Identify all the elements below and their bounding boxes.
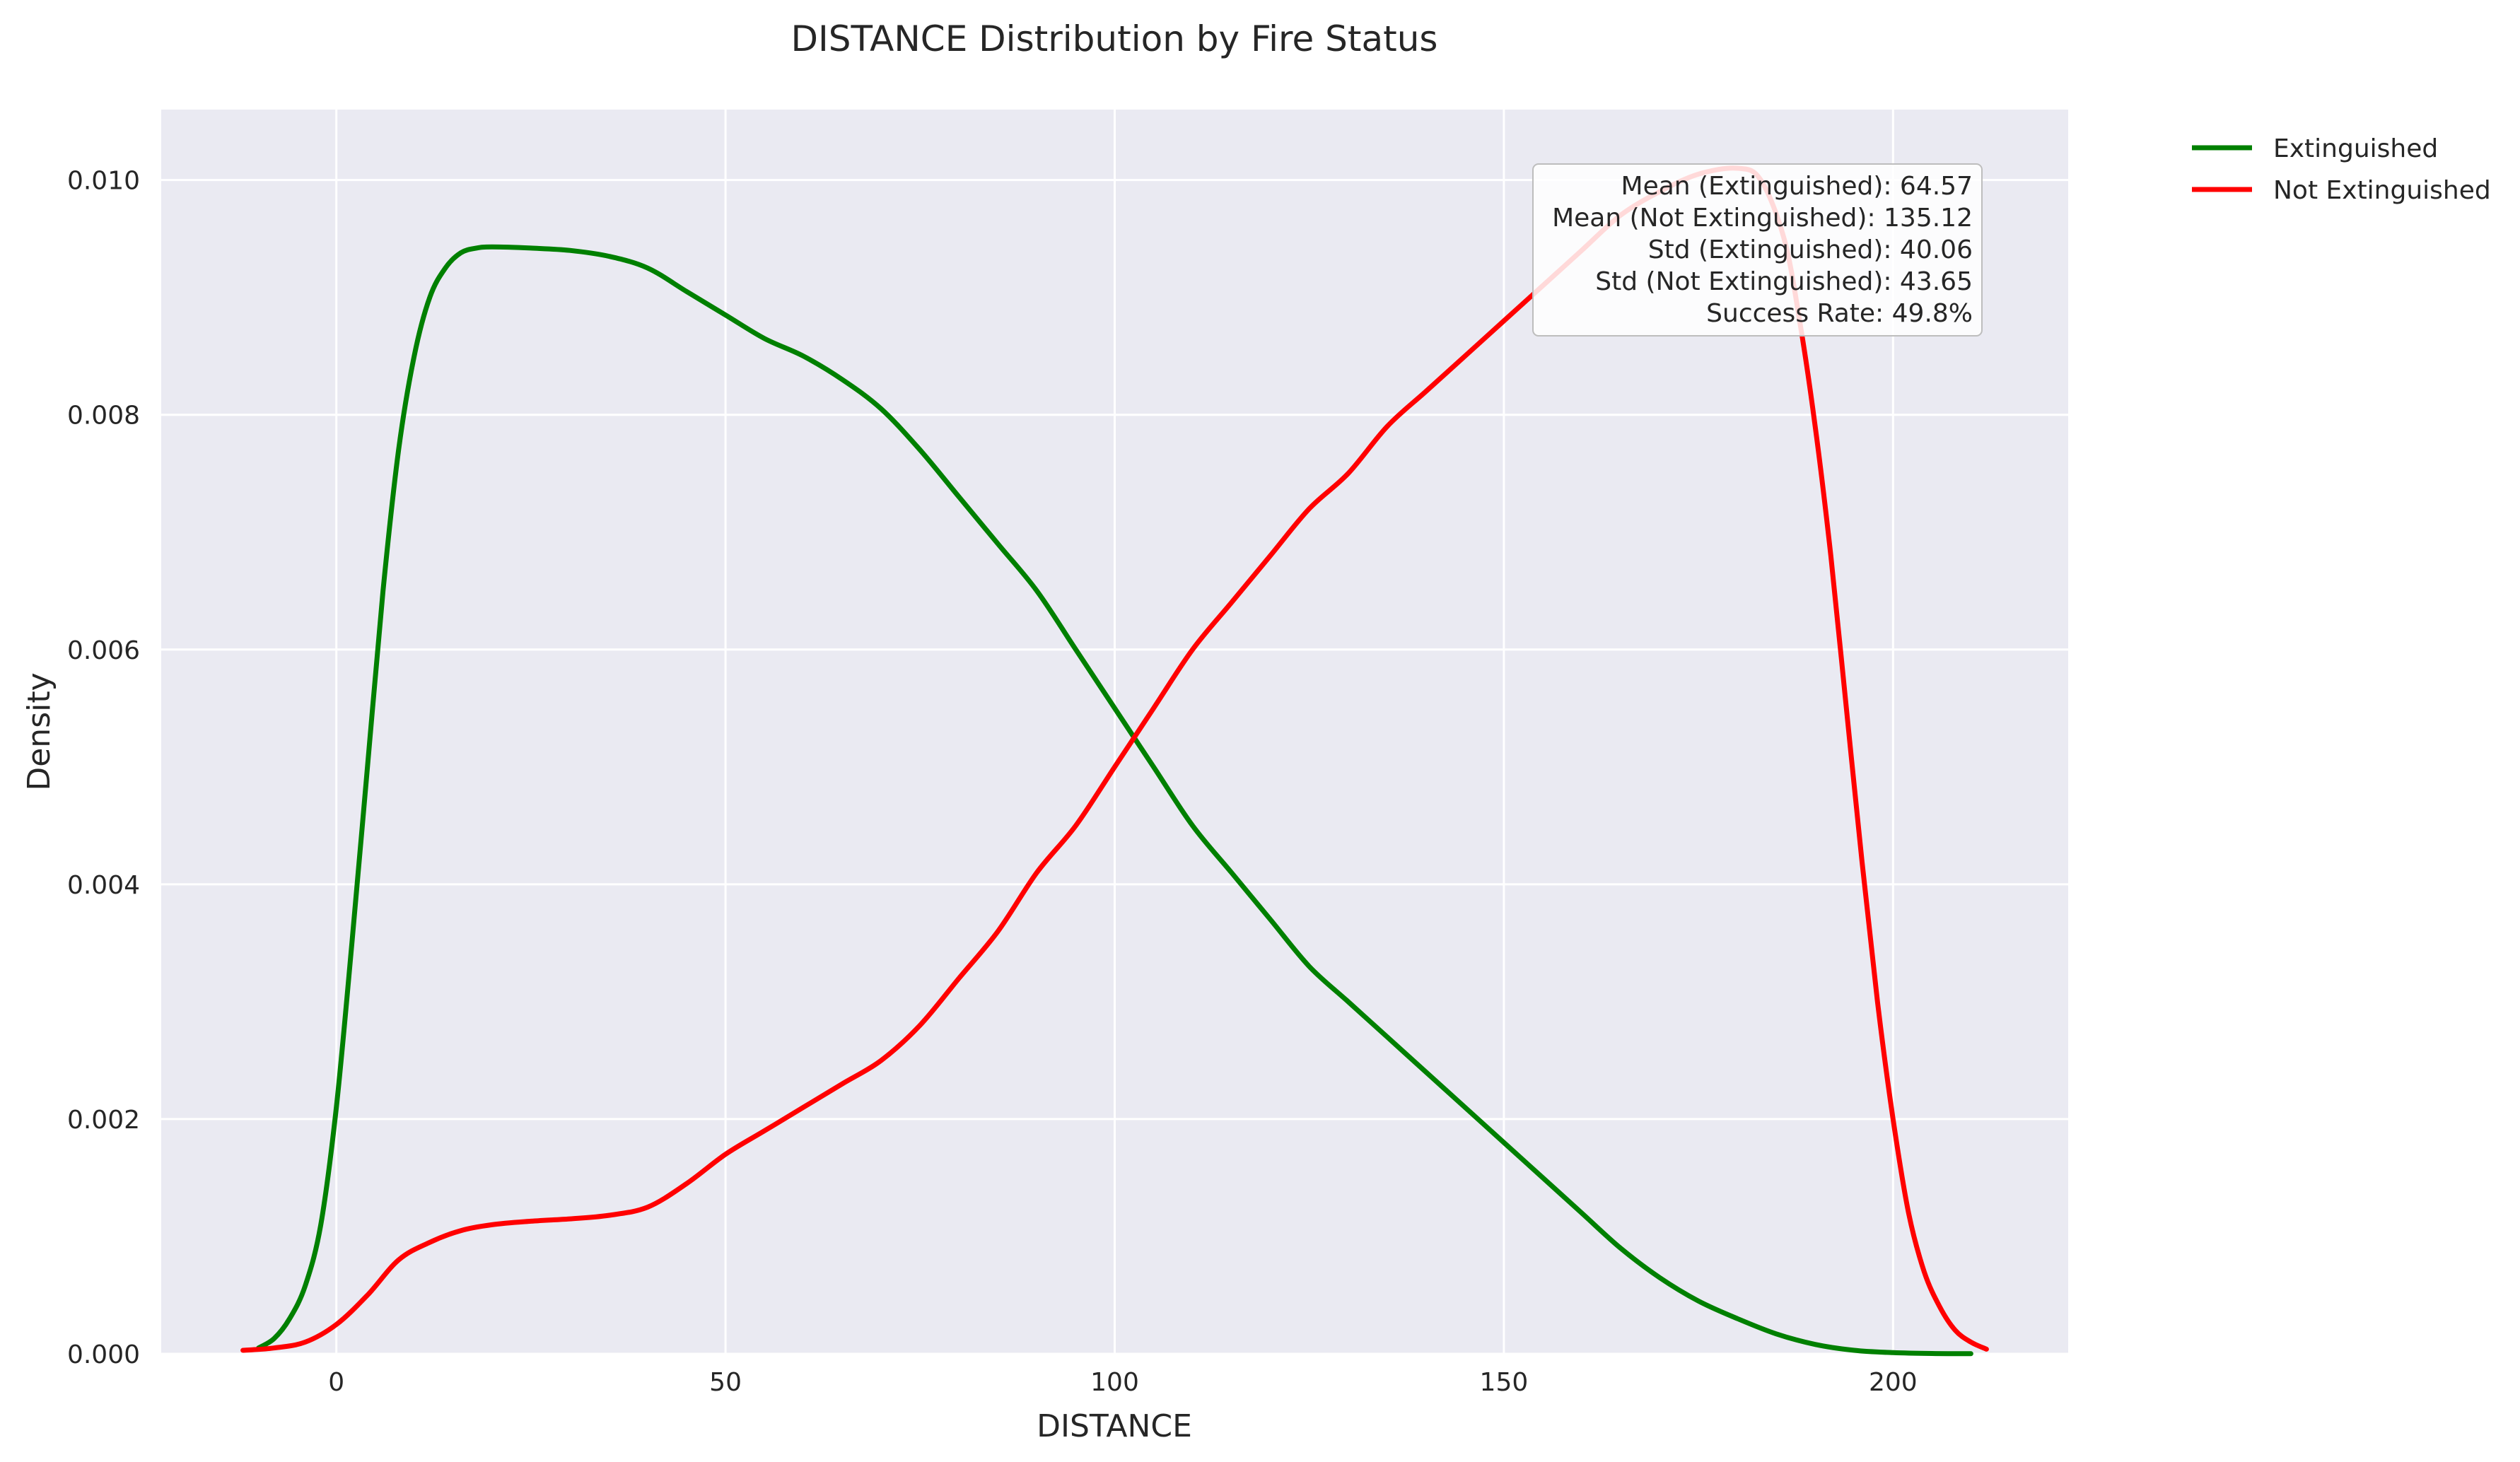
density-curves bbox=[240, 165, 1989, 1357]
x-axis-label: DISTANCE bbox=[1037, 1408, 1192, 1444]
legend-label-not-extinguished: Not Extinguished bbox=[2273, 176, 2491, 205]
y-tick-label: 0.008 bbox=[67, 402, 140, 431]
x-tick-label: 150 bbox=[1480, 1368, 1529, 1397]
stats-box-background bbox=[1532, 163, 1983, 337]
density-line-extinguished bbox=[256, 244, 1973, 1357]
y-tick-label: 0.002 bbox=[67, 1106, 140, 1135]
y-axis-label: Density bbox=[21, 672, 57, 790]
x-tick-labels: 0 50 100 150 200 bbox=[328, 1368, 1917, 1397]
stats-line-mean-extinguished: Mean (Extinguished): 64.57 bbox=[1621, 172, 1973, 201]
density-line-not-extinguished bbox=[240, 165, 1989, 1353]
y-tick-label: 0.000 bbox=[67, 1340, 140, 1369]
stats-annotation-box: Mean (Extinguished): 64.57 Mean (Not Ext… bbox=[1532, 163, 1983, 337]
stats-line-success-rate: Success Rate: 49.8% bbox=[1706, 299, 1973, 328]
legend-label-extinguished: Extinguished bbox=[2273, 134, 2438, 163]
stats-line-std-extinguished: Std (Extinguished): 40.06 bbox=[1648, 235, 1973, 264]
legend: Extinguished Not Extinguished bbox=[2192, 134, 2491, 205]
stats-line-mean-not-extinguished: Mean (Not Extinguished): 135.12 bbox=[1552, 204, 1973, 233]
y-tick-label: 0.006 bbox=[67, 636, 140, 665]
stats-line-std-not-extinguished: Std (Not Extinguished): 43.65 bbox=[1595, 267, 1973, 296]
x-tick-label: 100 bbox=[1090, 1368, 1139, 1397]
x-tick-label: 50 bbox=[709, 1368, 742, 1397]
x-tick-label: 200 bbox=[1869, 1368, 1918, 1397]
x-tick-label: 0 bbox=[328, 1368, 344, 1397]
y-tick-label: 0.004 bbox=[67, 871, 140, 900]
y-tick-labels: 0.000 0.002 0.004 0.006 0.008 0.010 bbox=[67, 167, 140, 1369]
y-tick-label: 0.010 bbox=[67, 167, 140, 196]
chart-title: DISTANCE Distribution by Fire Status bbox=[791, 18, 1438, 59]
